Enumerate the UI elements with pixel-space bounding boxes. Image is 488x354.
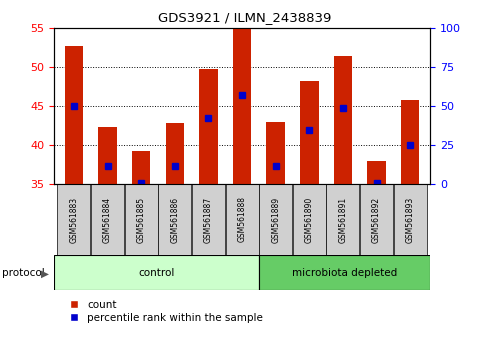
FancyBboxPatch shape — [91, 184, 124, 255]
Text: GSM561884: GSM561884 — [103, 196, 112, 242]
Text: GDS3921 / ILMN_2438839: GDS3921 / ILMN_2438839 — [158, 11, 330, 24]
Bar — [400, 100, 419, 184]
Text: GSM561893: GSM561893 — [405, 196, 414, 242]
Text: microbiota depleted: microbiota depleted — [291, 268, 397, 278]
FancyBboxPatch shape — [393, 184, 426, 255]
FancyBboxPatch shape — [225, 184, 258, 255]
Text: GSM561891: GSM561891 — [338, 196, 346, 242]
Bar — [266, 122, 285, 184]
FancyBboxPatch shape — [124, 184, 157, 255]
Bar — [232, 28, 251, 184]
Text: GSM561885: GSM561885 — [137, 196, 145, 242]
Text: GSM561883: GSM561883 — [69, 196, 78, 242]
FancyBboxPatch shape — [54, 255, 259, 290]
Bar — [366, 161, 385, 184]
Bar — [300, 81, 318, 184]
Bar — [132, 150, 150, 184]
Text: GSM561888: GSM561888 — [237, 196, 246, 242]
Text: protocol: protocol — [2, 268, 45, 278]
FancyBboxPatch shape — [326, 184, 359, 255]
FancyBboxPatch shape — [359, 184, 392, 255]
Text: GSM561890: GSM561890 — [304, 196, 313, 242]
FancyBboxPatch shape — [58, 184, 90, 255]
Bar — [333, 56, 351, 184]
Bar — [98, 127, 117, 184]
Text: GSM561892: GSM561892 — [371, 196, 380, 242]
Bar — [199, 69, 217, 184]
Text: ▶: ▶ — [41, 268, 49, 278]
FancyBboxPatch shape — [259, 255, 429, 290]
FancyBboxPatch shape — [259, 184, 291, 255]
Text: GSM561889: GSM561889 — [271, 196, 280, 242]
Text: GSM561887: GSM561887 — [203, 196, 212, 242]
FancyBboxPatch shape — [292, 184, 325, 255]
FancyBboxPatch shape — [192, 184, 224, 255]
Bar — [165, 123, 183, 184]
Bar — [64, 46, 83, 184]
Text: GSM561886: GSM561886 — [170, 196, 179, 242]
Text: control: control — [138, 268, 174, 278]
FancyBboxPatch shape — [158, 184, 191, 255]
Legend: count, percentile rank within the sample: count, percentile rank within the sample — [59, 296, 266, 327]
